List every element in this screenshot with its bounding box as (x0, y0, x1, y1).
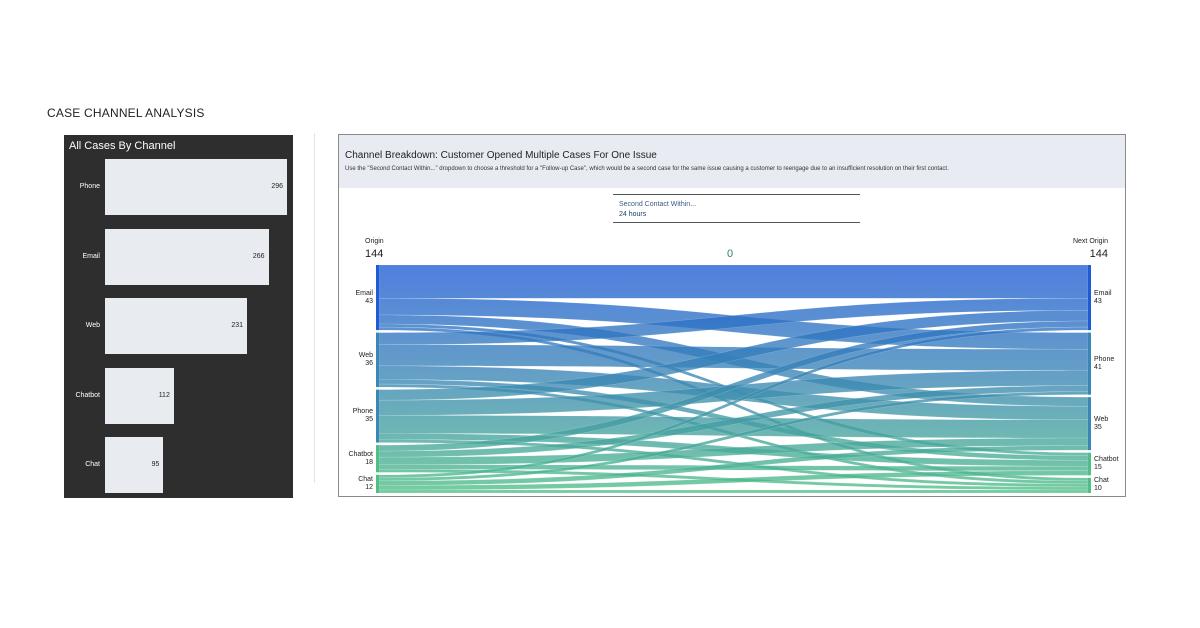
origin-node-label: Phone 35 (353, 408, 373, 424)
next-origin-node-phone[interactable] (1088, 332, 1091, 395)
origin-header: Origin (365, 238, 384, 245)
origin-node-chatbot[interactable] (376, 445, 379, 473)
sankey-link-chat-to-web[interactable] (378, 445, 1089, 486)
next-origin-node-label: Email 43 (1094, 290, 1112, 306)
next-origin-node-value: 35 (1094, 423, 1102, 431)
origin-node-label: Chatbot 18 (348, 451, 373, 467)
sankey-link-chat-to-chat[interactable] (378, 489, 1089, 494)
next-origin-node-value: 41 (1094, 363, 1102, 371)
next-origin-node-label: Phone 41 (1094, 356, 1114, 372)
sankey-diagram (376, 264, 1091, 494)
next-origin-node-email[interactable] (1088, 265, 1091, 331)
bar-row: Email 266 (64, 228, 293, 285)
origin-node-value: 36 (365, 359, 373, 367)
origin-node-value: 43 (365, 297, 373, 305)
origin-total: 144 (365, 248, 384, 260)
channel-breakdown-panel: Channel Breakdown: Customer Opened Multi… (338, 134, 1126, 497)
bar-value-label: 296 (271, 183, 283, 190)
dropdown-selected-value: 24 hours (619, 211, 647, 218)
panel-divider (314, 133, 315, 483)
bar-category-label: Chat (85, 461, 100, 468)
dropdown-label: Second Contact Within... (619, 201, 697, 208)
bar-category-label: Email (82, 252, 100, 260)
sankey-link-email-to-email[interactable] (378, 264, 1089, 299)
next-origin-node-value: 10 (1094, 485, 1102, 493)
origin-node-name: Phone (352, 408, 373, 416)
next-origin-node-value: 15 (1094, 464, 1102, 471)
bar-category-label: Web (85, 322, 100, 329)
bar-value-label: 95 (151, 461, 160, 468)
next-origin-node-chat[interactable] (1088, 477, 1091, 493)
origin-node-label: Email 43 (355, 290, 373, 306)
bar-value-label: 231 (231, 322, 244, 329)
next-origin-node-name: Chat (1094, 477, 1109, 485)
bar[interactable]: 296 (105, 159, 287, 215)
page-title: CASE CHANNEL ANALYSIS (47, 106, 205, 120)
origin-node-name: Chat (358, 475, 373, 483)
bar-category-label: Phone (79, 183, 100, 190)
bar[interactable]: 112 (105, 367, 174, 424)
next-origin-total: 144 (1089, 248, 1108, 260)
next-origin-node-name: Email (1094, 289, 1112, 297)
bar-category-label: Chatbot (75, 391, 100, 399)
origin-node-value: 35 (365, 416, 373, 424)
bar-row: Chat 95 (64, 437, 293, 493)
center-value: 0 (727, 248, 734, 260)
next-origin-node-label: Chatbot 15 (1094, 456, 1119, 472)
bar-value-label: 266 (252, 252, 265, 260)
next-origin-node-web[interactable] (1088, 397, 1091, 451)
next-origin-node-name: Chatbot (1094, 456, 1119, 463)
bar[interactable]: 95 (105, 437, 164, 493)
next-origin-node-label: Web 35 (1094, 416, 1108, 432)
origin-node-phone[interactable] (376, 389, 379, 443)
next-origin-node-chatbot[interactable] (1088, 452, 1091, 476)
all-cases-by-channel-chart: All Cases By Channel Phone 296 Email 266 Web… (64, 135, 293, 498)
next-origin-header: Next Origin (1072, 238, 1108, 245)
bar-row: Chatbot 112 (64, 367, 293, 424)
sankey-link-chat-to-phone[interactable] (378, 391, 1089, 482)
bar-row: Phone 296 (64, 159, 293, 215)
sankey-description: Use the "Second Contact Within..." dropd… (345, 166, 949, 172)
origin-node-web[interactable] (376, 332, 379, 388)
next-origin-node-name: Phone (1094, 355, 1115, 363)
next-origin-node-value: 43 (1094, 297, 1102, 305)
bar[interactable]: 231 (105, 298, 248, 354)
origin-node-name: Chatbot (348, 450, 373, 458)
next-origin-node-label: Chat 10 (1094, 477, 1109, 493)
origin-node-email[interactable] (376, 265, 379, 331)
panel-header: Channel Breakdown: Customer Opened Multi… (339, 135, 1125, 188)
origin-node-name: Email (355, 289, 373, 297)
bar[interactable]: 266 (105, 228, 269, 285)
origin-node-chat[interactable] (376, 474, 379, 493)
bar-row: Web 231 (64, 298, 293, 354)
origin-node-name: Web (358, 351, 373, 359)
origin-node-label: Web 36 (359, 352, 373, 368)
bar-value-label: 112 (158, 391, 170, 399)
bar-chart-title: All Cases By Channel (69, 140, 176, 152)
origin-node-label: Chat 12 (358, 476, 373, 492)
origin-node-value: 18 (365, 458, 373, 466)
next-origin-node-name: Web (1094, 415, 1109, 423)
origin-node-value: 12 (365, 483, 373, 491)
sankey-title: Channel Breakdown: Customer Opened Multi… (345, 150, 657, 161)
second-contact-dropdown[interactable]: Second Contact Within... 24 hours (613, 194, 860, 223)
